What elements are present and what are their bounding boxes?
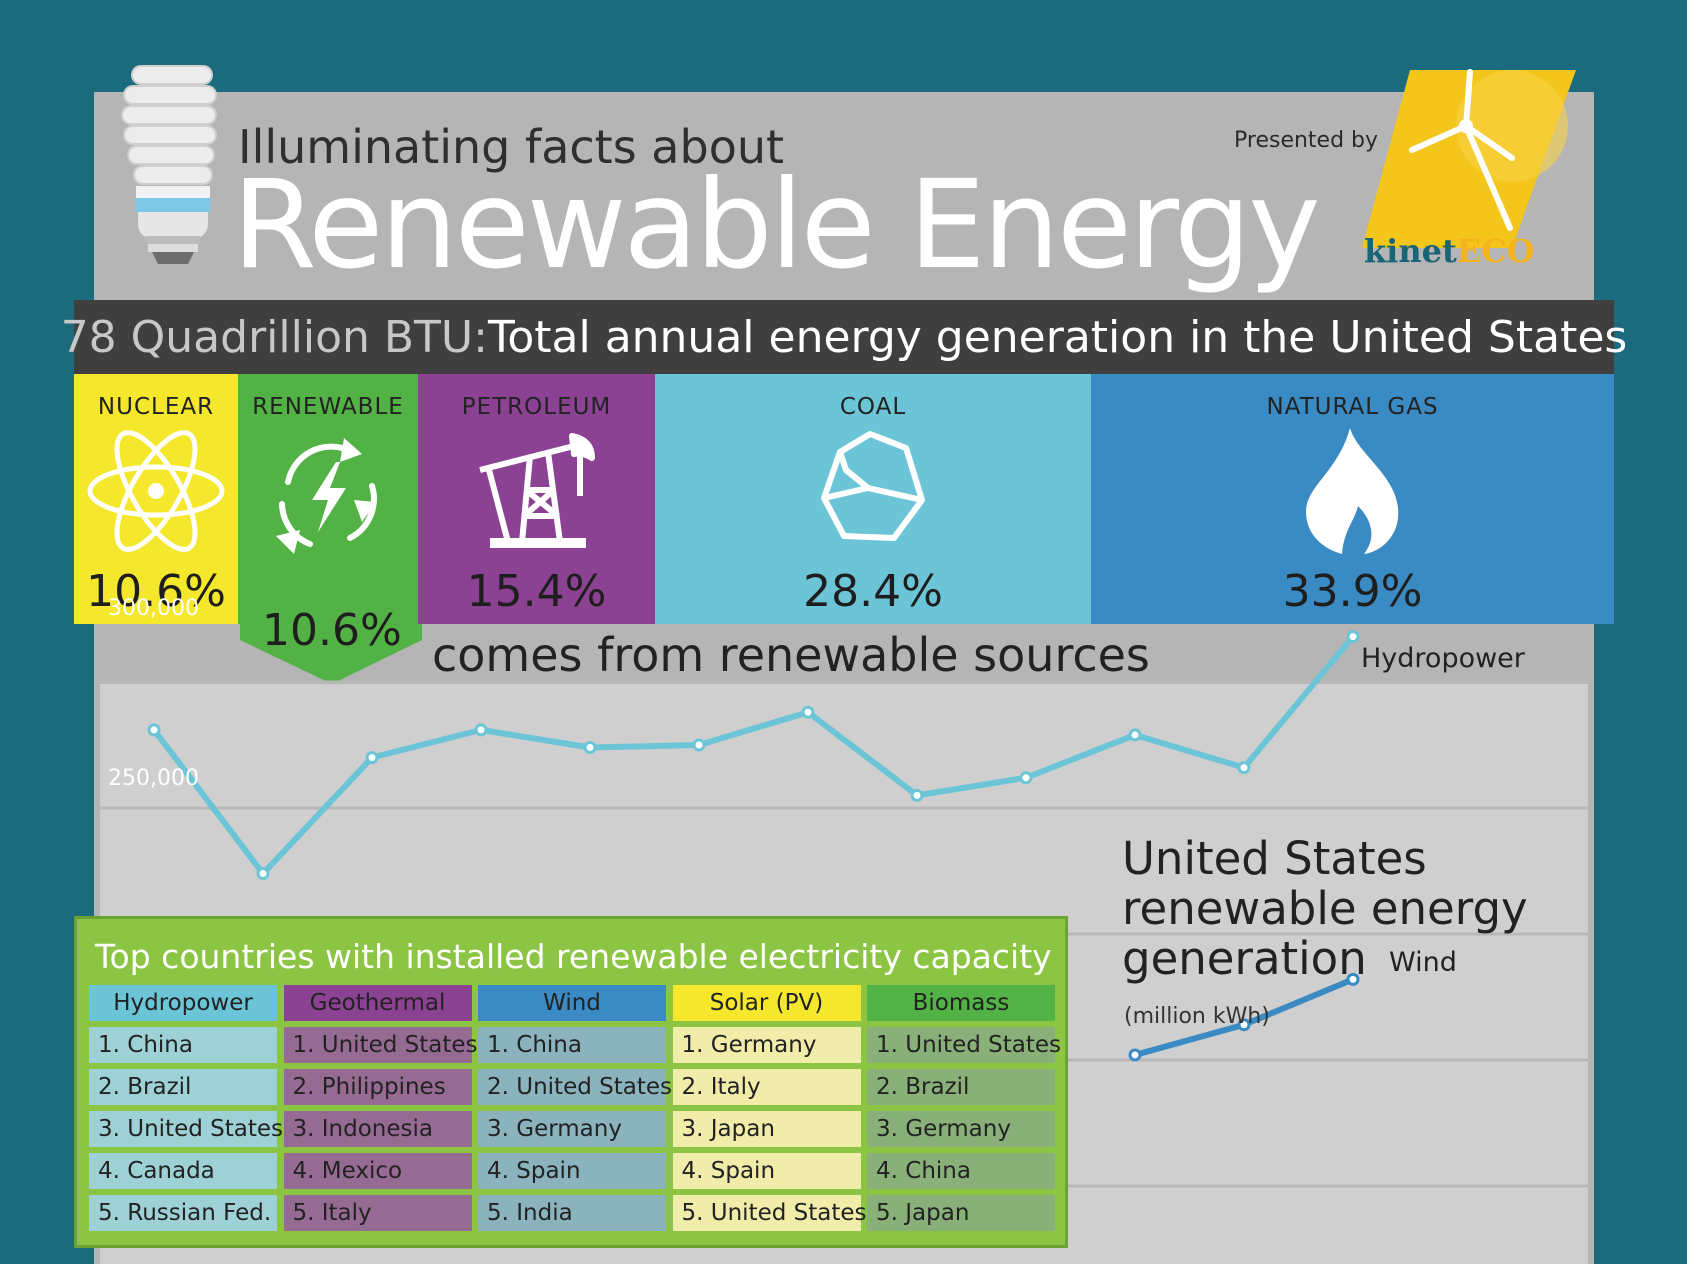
table-column-0: Hydropower 1. China 2. Brazil 3. United Sta…: [89, 985, 283, 1231]
table-cell: 1. China: [89, 1027, 277, 1063]
table-cell: 4. Spain: [478, 1153, 666, 1189]
total-value: 78 Quadrillion BTU:: [60, 311, 488, 363]
table-cell: 5. United States: [672, 1195, 867, 1231]
table-cell: 2. Italy: [672, 1069, 861, 1105]
table-cell: 5. Italy: [283, 1195, 472, 1231]
table-column-header: Hydropower: [89, 985, 277, 1021]
source-nuclear: NUCLEAR 10.6%: [74, 374, 238, 624]
table-cell: 3. Germany: [867, 1111, 1055, 1147]
series-label-hydropower: Hydropower: [1361, 642, 1525, 674]
table-column-header: Solar (PV): [672, 985, 861, 1021]
kineteco-logo: [1362, 69, 1576, 248]
table-cell: 3. Indonesia: [283, 1111, 472, 1147]
series-label-wind: Wind: [1389, 947, 1457, 979]
table-column-3: Solar (PV) 1. Germany 2. Italy 3. Japan 4. S…: [672, 985, 867, 1231]
table-cell: 5. Russian Fed.: [89, 1195, 277, 1231]
table-cell: 3. Japan: [672, 1111, 861, 1147]
light-bulb-icon: [121, 65, 217, 264]
source-label: RENEWABLE: [252, 394, 404, 420]
table-cell: 2. Brazil: [867, 1069, 1055, 1105]
table-cell: 2. Brazil: [89, 1069, 277, 1105]
source-pct: 15.4%: [466, 566, 607, 617]
presented-by-label: Presented by: [1234, 128, 1379, 153]
page-title: Renewable Energy: [232, 154, 1321, 296]
chart-title: United States renewable energy generatio…: [1122, 832, 1528, 985]
renewable-cycle-icon: [276, 438, 377, 554]
table-title: Top countries with installed renewable e…: [95, 937, 1052, 976]
y-tick-300000: 300,000: [108, 596, 199, 621]
total-energy-bar: 78 Quadrillion BTU: Total annual energy …: [61, 300, 1627, 374]
chart-unit: (million kWh): [1124, 1004, 1270, 1029]
table-cell: 1. United States: [283, 1027, 478, 1063]
source-coal: COAL 28.4%: [655, 374, 1091, 624]
table-cell: 5. Japan: [867, 1195, 1055, 1231]
top-countries-table: Top countries with installed renewable e…: [74, 916, 1068, 1248]
subtitle: Illuminating facts about: [238, 120, 785, 174]
table-column-header: Geothermal: [283, 985, 472, 1021]
table-cell: 4. Canada: [89, 1153, 277, 1189]
table-cell: 3. United States: [89, 1111, 283, 1147]
oil-pump-icon: [478, 433, 595, 548]
total-text: Total annual energy generation in the Un…: [487, 311, 1628, 363]
renewable-pct: 10.6%: [262, 605, 402, 656]
source-pct: 33.9%: [1282, 566, 1423, 617]
logo-part-kinet: kinet: [1364, 232, 1457, 270]
source-renewable: RENEWABLE 10.6%: [238, 374, 418, 624]
y-tick-250000: 250,000: [108, 766, 199, 791]
table-cell: 3. Germany: [478, 1111, 666, 1147]
table-cell: 5. India: [478, 1195, 666, 1231]
table-column-header: Wind: [478, 985, 666, 1021]
table-column-2: Wind 1. China 2. United States 3. Germany 4.…: [478, 985, 672, 1231]
source-pct: 10.6%: [86, 566, 226, 617]
source-label: NUCLEAR: [97, 394, 215, 420]
source-label: NATURAL GAS: [1266, 394, 1439, 420]
logo-part-eco: ECO: [1456, 232, 1535, 270]
source-natural-gas: NATURAL GAS 33.9%: [1091, 374, 1614, 624]
source-pct: 28.4%: [803, 566, 943, 617]
atom-icon: [87, 430, 225, 552]
source-label: PETROLEUM: [461, 394, 612, 420]
source-petroleum: PETROLEUM 15.4%: [418, 374, 655, 624]
table-column-1: Geothermal 1. United States 2. Philippines…: [283, 985, 478, 1231]
table-cell: 2. Philippines: [283, 1069, 472, 1105]
table-column-header: Biomass: [867, 985, 1055, 1021]
table-cell: 4. Mexico: [283, 1153, 472, 1189]
table-cell: 1. China: [478, 1027, 666, 1063]
logo-wordmark: kinetECO: [1364, 232, 1534, 270]
table-column-4: Biomass 1. United States 2. Brazil 3. Germa…: [867, 985, 1061, 1231]
source-label: COAL: [839, 394, 907, 420]
table-cell: 1. Germany: [672, 1027, 861, 1063]
table-cell: 4. China: [867, 1153, 1055, 1189]
table-cell: 4. Spain: [672, 1153, 861, 1189]
table-cell: 2. United States: [478, 1069, 672, 1105]
flame-icon: [1305, 428, 1398, 554]
coal-icon: [821, 431, 925, 541]
table-cell: 1. United States: [867, 1027, 1061, 1063]
renewable-callout: comes from renewable sources: [432, 628, 1150, 682]
